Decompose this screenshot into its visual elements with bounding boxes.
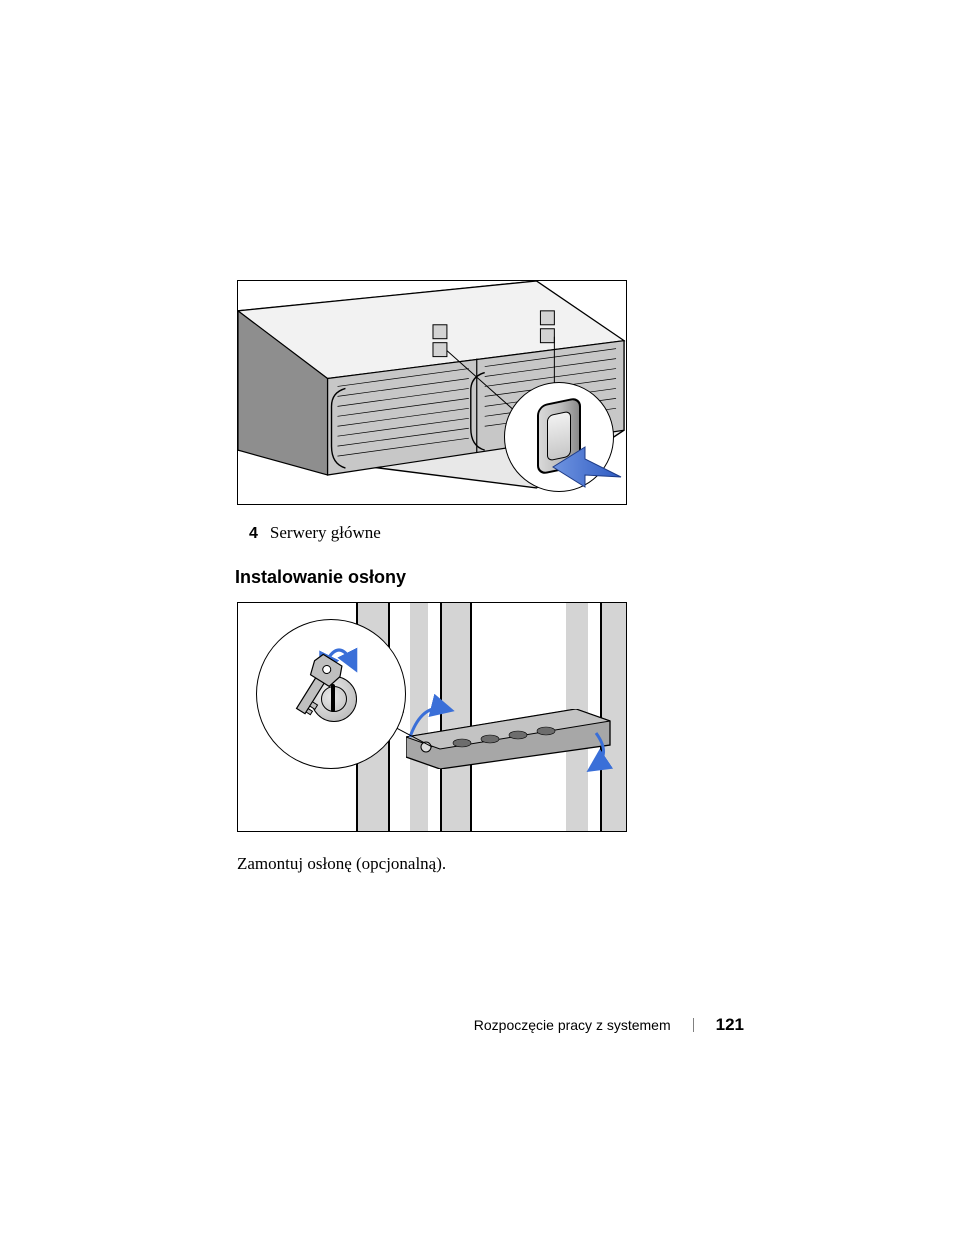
step-number: 4 — [249, 525, 258, 543]
footer-section-title: Rozpoczęcie pracy z systemem — [474, 1017, 671, 1033]
key-icon — [287, 652, 347, 722]
page-number: 121 — [716, 1015, 744, 1035]
figure-power-button — [237, 280, 627, 505]
step-4-caption: 4 Serwery główne — [249, 523, 724, 543]
figure-install-bezel — [237, 602, 627, 832]
footer-separator — [693, 1018, 694, 1032]
page: 4 Serwery główne Instalowanie osłony — [0, 0, 954, 1235]
key-lock-callout-circle — [256, 619, 406, 769]
body-paragraph: Zamontuj osłonę (opcjonalną). — [237, 854, 724, 874]
page-footer: Rozpoczęcie pracy z systemem 121 — [474, 1015, 744, 1035]
section-heading: Instalowanie osłony — [235, 567, 724, 588]
zoom-callout-circle — [504, 382, 614, 492]
insert-arrows-icon — [398, 689, 627, 779]
step-text: Serwery główne — [270, 523, 381, 543]
